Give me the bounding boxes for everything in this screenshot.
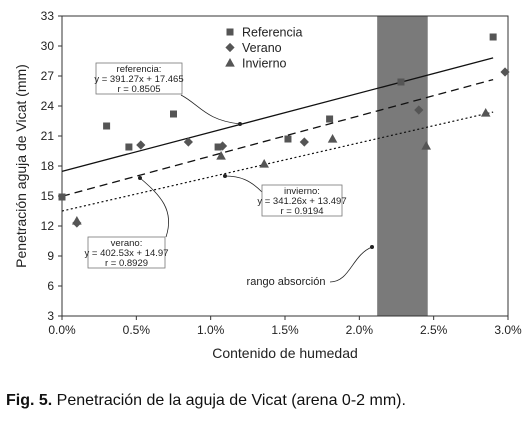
- point-invierno: [327, 134, 338, 143]
- point-referencia: [58, 193, 66, 201]
- y-tick-label: 21: [41, 129, 55, 143]
- point-verano: [217, 141, 228, 151]
- x-tick-label: 1.5%: [271, 323, 299, 337]
- leader-arrowhead-invierno: [223, 174, 227, 178]
- point-invierno: [480, 108, 491, 117]
- point-referencia: [489, 33, 497, 41]
- point-invierno: [216, 151, 226, 160]
- point-referencia: [214, 143, 222, 151]
- leader-line-rango: [329, 246, 373, 283]
- point-invierno: [421, 141, 432, 150]
- legend-label-invierno: Invierno: [242, 57, 287, 71]
- trendline-referencia: [61, 57, 494, 172]
- point-verano: [414, 105, 424, 115]
- y-tick-label: 6: [47, 279, 54, 293]
- y-axis-title: Penetración aguja de Vicat (mm): [13, 64, 29, 268]
- absorption-band: [377, 16, 428, 316]
- y-tick-label: 9: [47, 249, 54, 263]
- legend-marker-verano: [225, 42, 235, 53]
- y-tick-label: 30: [41, 39, 55, 53]
- legend-marker-referencia: [226, 28, 234, 36]
- equation-line-verano: r = 0.8929: [105, 258, 148, 269]
- x-axis-title: Contenido de humedad: [212, 345, 358, 361]
- point-invierno: [72, 216, 82, 225]
- leader-line-invierno: [224, 175, 263, 193]
- point-referencia: [284, 135, 292, 143]
- caption-prefix: Fig. 5.: [6, 392, 53, 409]
- y-tick-label: 18: [41, 159, 55, 173]
- equation-line-invierno: r = 0.9194: [280, 206, 323, 217]
- point-verano: [299, 137, 309, 147]
- x-tick-label: 0.5%: [123, 323, 151, 337]
- y-tick-label: 24: [41, 99, 55, 113]
- figure-caption: Fig. 5. Penetración de la aguja de Vicat…: [6, 392, 406, 410]
- y-tick-label: 3: [47, 309, 54, 323]
- x-tick-label: 2.5%: [420, 323, 448, 337]
- equation-box-invierno: [261, 184, 343, 217]
- leader-arrowhead-referencia: [238, 122, 242, 126]
- trendline-verano: [61, 78, 494, 197]
- point-referencia: [103, 122, 111, 130]
- equation-line-invierno: invierno:: [284, 186, 320, 197]
- x-tick-label: 1.0%: [197, 323, 225, 337]
- point-invierno: [259, 159, 269, 168]
- legend-label-referencia: Referencia: [242, 26, 302, 40]
- equation-line-referencia: referencia:: [117, 64, 162, 75]
- point-referencia: [326, 115, 334, 123]
- equation-line-invierno: y = 341.26x + 13.497: [257, 196, 346, 207]
- equation-box-referencia: [95, 62, 183, 95]
- caption-text: Penetración de la aguja de Vicat (arena …: [52, 392, 406, 409]
- equation-line-referencia: y = 391.27x + 17.465: [94, 74, 183, 85]
- point-referencia: [397, 78, 405, 86]
- trendline-invierno: [61, 111, 494, 212]
- point-referencia: [170, 110, 177, 118]
- y-tick-label: 12: [41, 219, 55, 233]
- equation-line-verano: verano:: [111, 238, 143, 249]
- x-tick-label: 3.0%: [494, 323, 522, 337]
- point-verano: [500, 67, 510, 77]
- legend-label-verano: Verano: [242, 41, 282, 55]
- x-tick-label: 0.0%: [48, 323, 76, 337]
- leader-line-verano: [139, 177, 170, 238]
- y-tick-label: 27: [41, 69, 55, 83]
- y-tick-label: 33: [41, 9, 55, 23]
- absorption-band-label: rango absorción: [247, 276, 326, 288]
- equation-box-verano: [87, 236, 166, 269]
- point-verano: [136, 140, 146, 150]
- point-verano: [183, 137, 193, 147]
- leader-arrowhead-verano: [138, 176, 142, 180]
- equation-line-verano: y = 402.53x + 14.97: [85, 248, 169, 259]
- legend-marker-invierno: [225, 58, 235, 67]
- chart: 3 6 9 12 15 18 21 24 27 30 33 0.0% 0.5% 1.0% 1.5% 2.0% 2…: [13, 9, 522, 361]
- x-tick-label: 2.0%: [346, 323, 374, 337]
- equation-line-referencia: r = 0.8505: [117, 84, 160, 95]
- leader-arrowhead-rango: [370, 245, 374, 249]
- point-referencia: [125, 143, 133, 151]
- y-tick-label: 15: [41, 189, 55, 203]
- leader-line-referencia: [180, 94, 241, 125]
